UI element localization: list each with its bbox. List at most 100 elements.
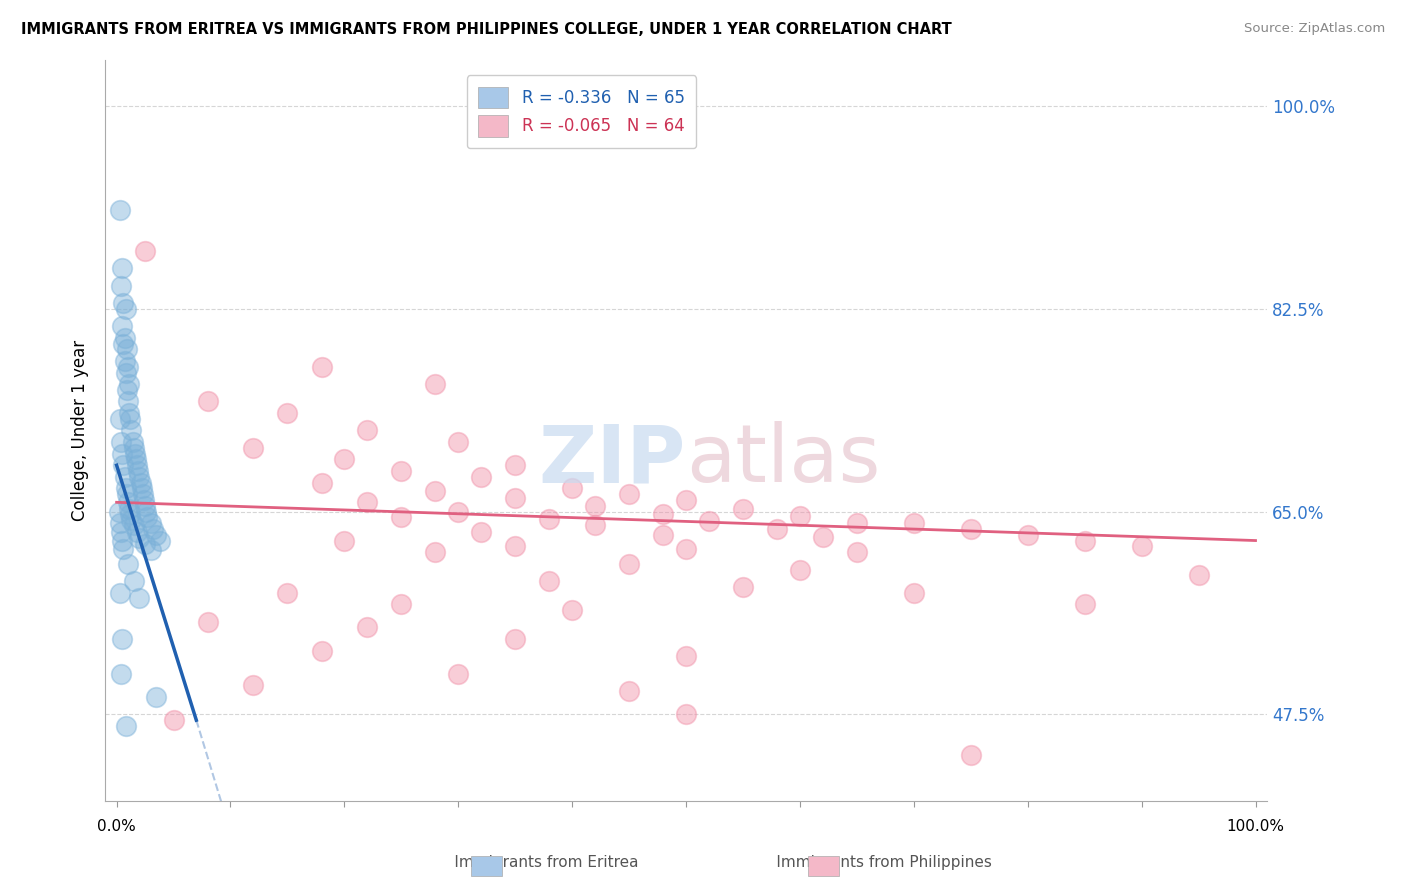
Point xyxy=(112,336,135,351)
Point xyxy=(108,516,131,531)
Point xyxy=(583,518,606,533)
Point xyxy=(120,513,142,527)
Point xyxy=(538,511,561,525)
Point xyxy=(135,505,157,519)
Text: atlas: atlas xyxy=(686,421,880,500)
Point xyxy=(117,359,139,374)
Point xyxy=(114,482,136,496)
Point xyxy=(617,684,640,698)
Point xyxy=(145,690,167,704)
Point xyxy=(134,537,156,551)
Point xyxy=(276,406,298,420)
Point xyxy=(675,649,697,664)
Point xyxy=(242,441,264,455)
Text: 100.0%: 100.0% xyxy=(1226,819,1285,834)
Point xyxy=(128,591,150,606)
Point xyxy=(120,412,142,426)
Point xyxy=(117,394,139,409)
Point xyxy=(118,377,141,392)
Point xyxy=(1073,533,1095,548)
Point xyxy=(110,278,132,293)
Point xyxy=(124,447,146,461)
Point xyxy=(118,406,141,420)
Point xyxy=(142,522,165,536)
Point xyxy=(561,482,583,496)
Text: IMMIGRANTS FROM ERITREA VS IMMIGRANTS FROM PHILIPPINES COLLEGE, UNDER 1 YEAR COR: IMMIGRANTS FROM ERITREA VS IMMIGRANTS FR… xyxy=(21,22,952,37)
Point xyxy=(115,383,138,397)
Point xyxy=(1017,527,1039,541)
Point xyxy=(108,203,131,218)
Point xyxy=(789,509,811,524)
Point xyxy=(356,495,378,509)
Point xyxy=(127,525,149,540)
Point xyxy=(333,452,356,467)
Point xyxy=(134,499,156,513)
Point xyxy=(110,525,132,540)
Point xyxy=(903,585,925,599)
Point xyxy=(731,502,754,516)
Text: Immigrants from Philippines: Immigrants from Philippines xyxy=(752,855,991,870)
Point xyxy=(139,516,162,531)
Point xyxy=(111,533,134,548)
Point xyxy=(162,713,184,727)
Point xyxy=(470,525,492,540)
Point xyxy=(583,499,606,513)
Point xyxy=(112,541,135,556)
Point xyxy=(111,319,134,334)
Point xyxy=(617,557,640,571)
Point xyxy=(134,244,156,258)
Point xyxy=(110,435,132,450)
Point xyxy=(845,545,868,559)
Text: 0.0%: 0.0% xyxy=(97,819,136,834)
Point xyxy=(120,424,142,438)
Point xyxy=(145,527,167,541)
Point xyxy=(311,643,333,657)
Text: Source: ZipAtlas.com: Source: ZipAtlas.com xyxy=(1244,22,1385,36)
Point xyxy=(111,632,134,646)
Point xyxy=(425,545,447,559)
Point xyxy=(115,487,138,501)
Point xyxy=(503,632,526,646)
Point xyxy=(1073,597,1095,611)
Point xyxy=(128,531,150,545)
Point xyxy=(675,707,697,722)
Point xyxy=(114,719,136,733)
Point xyxy=(389,464,412,478)
Point xyxy=(503,458,526,473)
Point xyxy=(115,343,138,357)
Point xyxy=(114,301,136,316)
Point xyxy=(652,527,675,541)
Point xyxy=(120,507,142,521)
Point xyxy=(114,354,136,368)
Point xyxy=(276,585,298,599)
Point xyxy=(128,470,150,484)
Point xyxy=(114,331,136,345)
Point xyxy=(675,541,697,556)
Point xyxy=(1130,539,1153,553)
Point xyxy=(697,514,720,528)
Text: ZIP: ZIP xyxy=(538,421,686,500)
Point xyxy=(389,510,412,524)
Point xyxy=(959,522,981,536)
Point xyxy=(538,574,561,588)
Point xyxy=(333,533,356,548)
Point xyxy=(117,495,139,509)
Point xyxy=(389,597,412,611)
Point xyxy=(561,603,583,617)
Point xyxy=(122,441,145,455)
Point xyxy=(114,470,136,484)
Point xyxy=(503,539,526,553)
Point xyxy=(112,296,135,310)
Point xyxy=(356,620,378,634)
Y-axis label: College, Under 1 year: College, Under 1 year xyxy=(72,340,89,521)
Point xyxy=(132,493,155,508)
Point xyxy=(242,678,264,692)
Point xyxy=(110,666,132,681)
Point xyxy=(131,482,153,496)
Point xyxy=(447,505,470,519)
Point xyxy=(197,394,219,409)
Point xyxy=(731,580,754,594)
Point xyxy=(903,516,925,531)
Point xyxy=(197,615,219,629)
Point xyxy=(617,487,640,501)
